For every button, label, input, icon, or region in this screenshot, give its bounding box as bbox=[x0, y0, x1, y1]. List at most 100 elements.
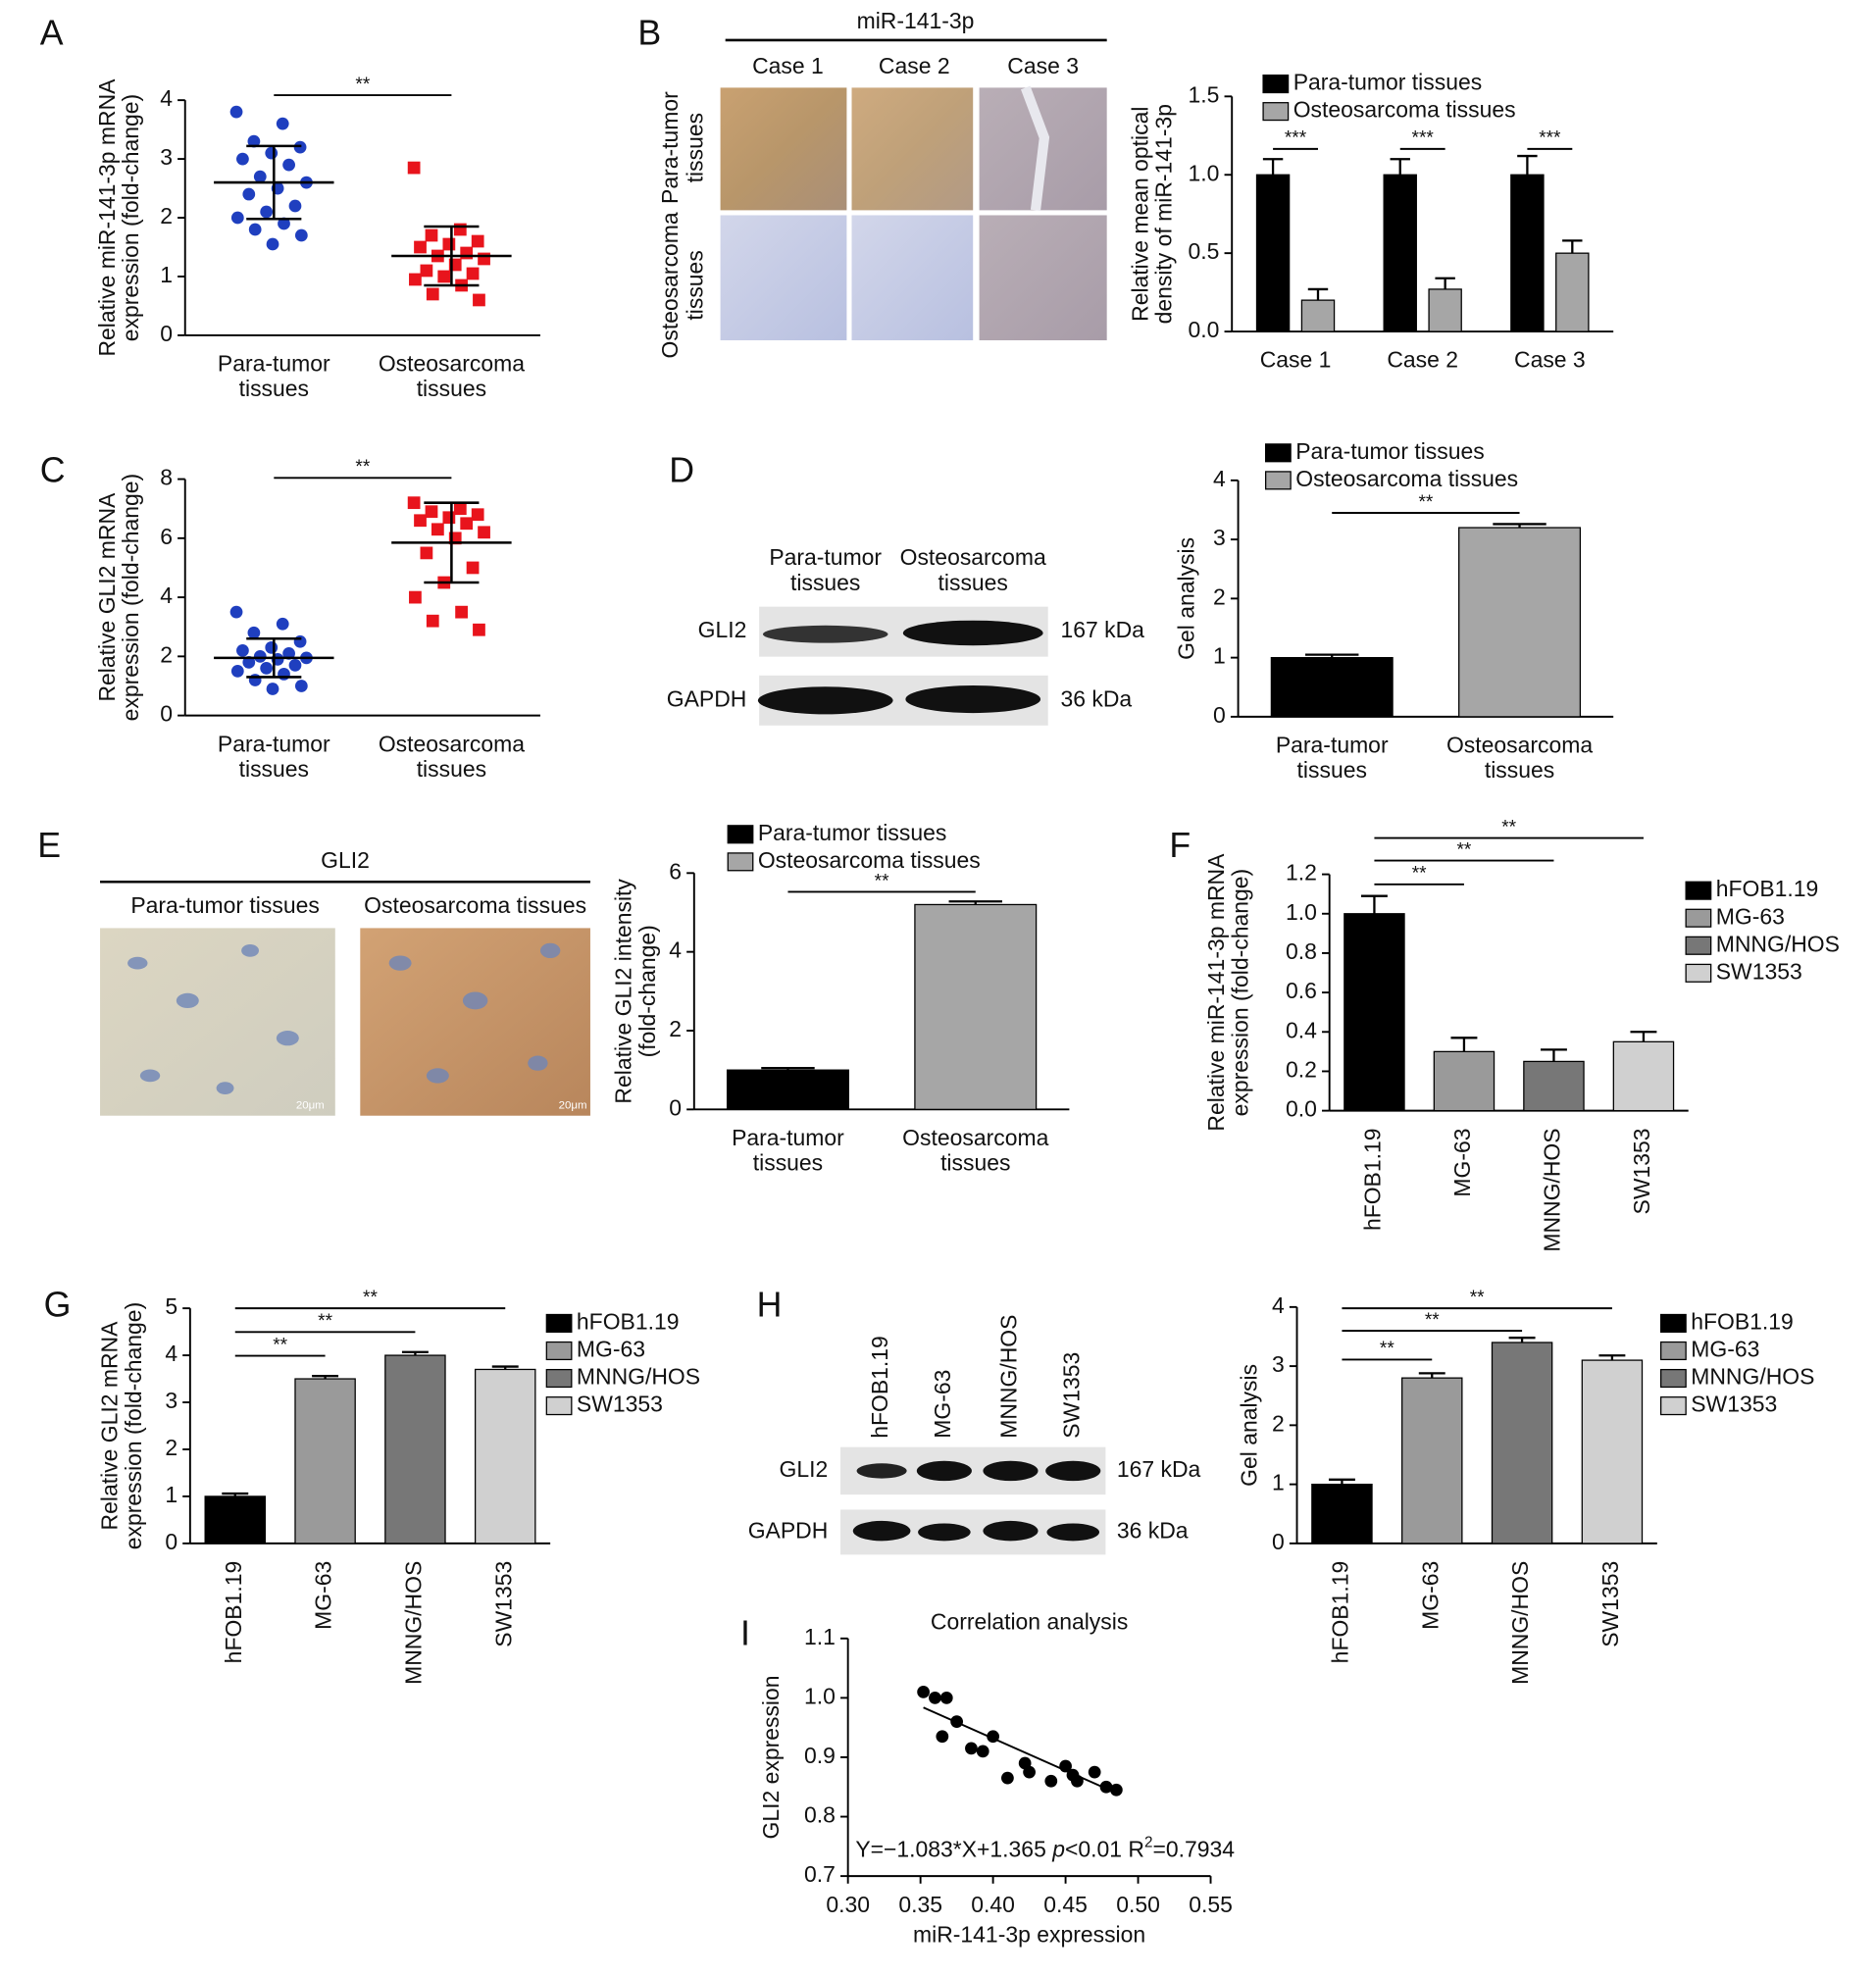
column-label: Case 1 bbox=[752, 53, 824, 78]
y-tick-label: 0 bbox=[1272, 1529, 1285, 1554]
data-point bbox=[965, 1742, 978, 1755]
data-point bbox=[442, 237, 456, 251]
data-point bbox=[420, 546, 433, 560]
significance-label: ** bbox=[1380, 1339, 1394, 1359]
legend-swatch bbox=[545, 1313, 573, 1333]
y-axis-label: Relative GLI2 intensity bbox=[611, 879, 636, 1104]
data-point bbox=[253, 649, 267, 663]
y-axis-label: Gel analysis bbox=[1174, 537, 1199, 660]
row-label: tissues bbox=[682, 250, 707, 320]
data-point bbox=[460, 246, 474, 260]
row-label: Para-tumor bbox=[657, 91, 683, 204]
y-tick-label: 1.1 bbox=[804, 1624, 836, 1649]
legend-label: Para-tumor tissues bbox=[758, 820, 946, 845]
band bbox=[983, 1460, 1039, 1482]
y-tick-label: 3 bbox=[1272, 1351, 1285, 1377]
legend-swatch bbox=[1685, 936, 1712, 955]
x-tick-label: Case 1 bbox=[1260, 347, 1332, 373]
significance-label: ** bbox=[318, 1311, 332, 1332]
x-tick-label: MNNG/HOS bbox=[1507, 1561, 1533, 1685]
data-point bbox=[236, 643, 249, 657]
y-axis-label: expression (fold-change) bbox=[118, 94, 143, 341]
legend-label: SW1353 bbox=[1691, 1392, 1777, 1417]
panel-label: A bbox=[40, 13, 64, 52]
data-point bbox=[466, 267, 480, 280]
lane-label: Osteosarcoma bbox=[900, 544, 1046, 570]
panel-label: B bbox=[637, 13, 661, 52]
x-tick-label: MNNG/HOS bbox=[1540, 1128, 1565, 1251]
micrograph bbox=[851, 87, 974, 211]
image-title: miR-141-3p bbox=[857, 8, 975, 33]
y-tick-label: 0 bbox=[160, 701, 173, 727]
bar bbox=[1458, 527, 1582, 718]
row-label: Osteosarcoma bbox=[657, 212, 683, 358]
x-tick-label: tissues bbox=[417, 376, 486, 401]
y-tick-label: 1.2 bbox=[1286, 860, 1317, 886]
y-tick-label: 3 bbox=[1213, 525, 1226, 550]
x-tick-label: Osteosarcoma bbox=[379, 731, 525, 756]
row-label: GLI2 bbox=[698, 617, 747, 642]
data-point bbox=[407, 161, 421, 175]
x-tick-label: tissues bbox=[239, 756, 309, 782]
lane-label: hFOB1.19 bbox=[867, 1336, 892, 1439]
x-tick-label: MG-63 bbox=[1417, 1561, 1443, 1630]
y-tick-label: 0.8 bbox=[804, 1802, 836, 1828]
data-point bbox=[1001, 1771, 1014, 1785]
data-point bbox=[236, 152, 249, 166]
x-tick-label: Para-tumor bbox=[218, 731, 330, 756]
legend-label: Osteosarcoma tissues bbox=[1295, 466, 1518, 491]
x-tick-label: tissues bbox=[1297, 757, 1367, 783]
y-tick-label: 0.0 bbox=[1189, 317, 1220, 342]
row-label: tissues bbox=[682, 113, 707, 182]
legend-label: hFOB1.19 bbox=[577, 1308, 680, 1334]
data-point bbox=[266, 683, 279, 695]
data-point bbox=[453, 502, 467, 516]
y-tick-label: 1.0 bbox=[804, 1683, 836, 1708]
column-label: Case 2 bbox=[879, 53, 950, 78]
micrograph bbox=[979, 215, 1107, 341]
y-tick-label: 1.0 bbox=[1286, 899, 1317, 925]
band bbox=[762, 625, 888, 643]
legend-swatch bbox=[1262, 102, 1290, 122]
legend-swatch bbox=[545, 1396, 573, 1416]
x-tick-label: 0.30 bbox=[826, 1892, 870, 1917]
data-point bbox=[230, 211, 244, 225]
data-point bbox=[247, 626, 261, 639]
legend-swatch bbox=[1660, 1396, 1687, 1416]
x-tick-label: hFOB1.19 bbox=[1359, 1128, 1385, 1231]
lane-label: SW1353 bbox=[1058, 1352, 1084, 1439]
x-tick-label: 0.50 bbox=[1116, 1892, 1160, 1917]
x-tick-label: MNNG/HOS bbox=[400, 1561, 426, 1685]
legend-swatch bbox=[1262, 75, 1290, 94]
y-axis-label: Relative GLI2 mRNA bbox=[97, 1321, 123, 1531]
lane-label: tissues bbox=[790, 570, 860, 595]
y-tick-label: 0.8 bbox=[1286, 938, 1317, 964]
y-tick-label: 0 bbox=[1213, 702, 1226, 728]
legend-swatch bbox=[1685, 881, 1712, 900]
y-tick-label: 0.0 bbox=[1286, 1096, 1317, 1122]
micrograph bbox=[720, 87, 847, 211]
data-point bbox=[414, 514, 427, 528]
data-point bbox=[420, 264, 433, 278]
y-tick-label: 0 bbox=[160, 321, 173, 346]
bar bbox=[1383, 174, 1417, 332]
x-tick-label: 0.55 bbox=[1189, 1892, 1233, 1917]
x-tick-label: Case 2 bbox=[1387, 347, 1458, 373]
significance-label: *** bbox=[1539, 128, 1561, 149]
significance-label: ** bbox=[875, 871, 889, 891]
significance-label: *** bbox=[1285, 128, 1307, 149]
data-point bbox=[230, 665, 244, 678]
data-point bbox=[414, 240, 427, 254]
y-tick-label: 4 bbox=[165, 1341, 177, 1366]
band bbox=[918, 1523, 971, 1542]
data-point bbox=[265, 146, 279, 160]
bar bbox=[914, 903, 1038, 1110]
row-label: GLI2 bbox=[780, 1456, 829, 1482]
legend-swatch bbox=[1660, 1341, 1687, 1361]
bar bbox=[1510, 174, 1545, 332]
scale-bar-label: 20μm bbox=[559, 1100, 587, 1112]
panel-label: E bbox=[37, 826, 61, 865]
x-tick-label: Osteosarcoma bbox=[902, 1125, 1048, 1150]
x-tick-label: 0.40 bbox=[971, 1892, 1015, 1917]
y-tick-label: 1.5 bbox=[1189, 81, 1220, 107]
